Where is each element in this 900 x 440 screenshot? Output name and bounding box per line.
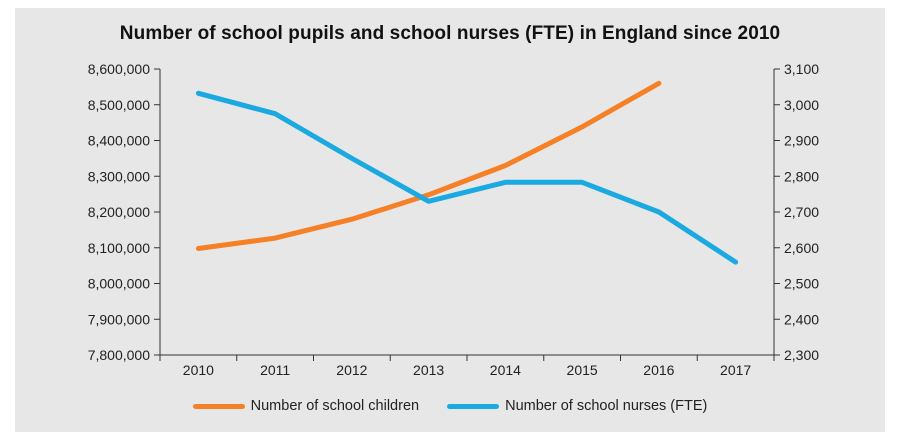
legend-swatch-blue: [447, 403, 500, 409]
x-tick-label: 2017: [720, 362, 751, 378]
y-right-tick-label: 2,800: [784, 168, 819, 184]
x-tick-label: 2010: [183, 362, 214, 378]
y-left-tick-label: 8,300,000: [88, 168, 150, 184]
y-right-tick-label: 3,100: [784, 61, 819, 77]
chart-title: Number of school pupils and school nurse…: [119, 23, 781, 44]
y-left-tick-label: 8,500,000: [88, 97, 150, 113]
x-tick-label: 2011: [260, 362, 290, 378]
axes: 8,600,000 8,500,000 8,400,000 8,300,000 8,20…: [88, 61, 820, 378]
x-tick-label: 2013: [413, 362, 444, 378]
legend-item-school-nurses: Number of school nurses (FTE): [447, 398, 707, 414]
legend-label: Number of school nurses (FTE): [505, 398, 708, 414]
y-left-tick-label: 8,400,000: [88, 133, 150, 149]
y-left-tick-label: 7,800,000: [88, 347, 150, 363]
y-left-tick-label: 7,900,000: [88, 311, 150, 327]
y-right-tick-label: 2,600: [784, 240, 819, 256]
series-line-school-nurses: [195, 90, 739, 265]
y-right-tick-label: 2,700: [784, 204, 819, 220]
series-layer: [195, 80, 739, 265]
legend-swatch-orange: [192, 403, 245, 409]
y-left-tick-label: 8,200,000: [88, 204, 150, 220]
legend: Number of school children Number of scho…: [0, 398, 900, 414]
x-tick-label: 2016: [643, 362, 674, 378]
x-tick-label: 2014: [490, 362, 521, 378]
x-tick-label: 2015: [567, 362, 598, 378]
y-right-tick-label: 2,500: [784, 276, 819, 292]
legend-item-school-children: Number of school children: [192, 398, 420, 414]
y-right-tick-label: 2,900: [784, 133, 819, 149]
y-right-tick-label: 2,300: [784, 347, 819, 363]
legend-label: Number of school children: [250, 398, 420, 414]
y-left-tick-label: 8,100,000: [88, 240, 150, 256]
series-line-school-children: [195, 80, 662, 251]
x-tick-label: 2012: [336, 362, 367, 378]
y-right-tick-label: 3,000: [784, 97, 819, 113]
y-right-tick-label: 2,400: [784, 311, 819, 327]
y-left-tick-label: 8,000,000: [88, 276, 150, 292]
y-left-tick-label: 8,600,000: [88, 61, 150, 77]
